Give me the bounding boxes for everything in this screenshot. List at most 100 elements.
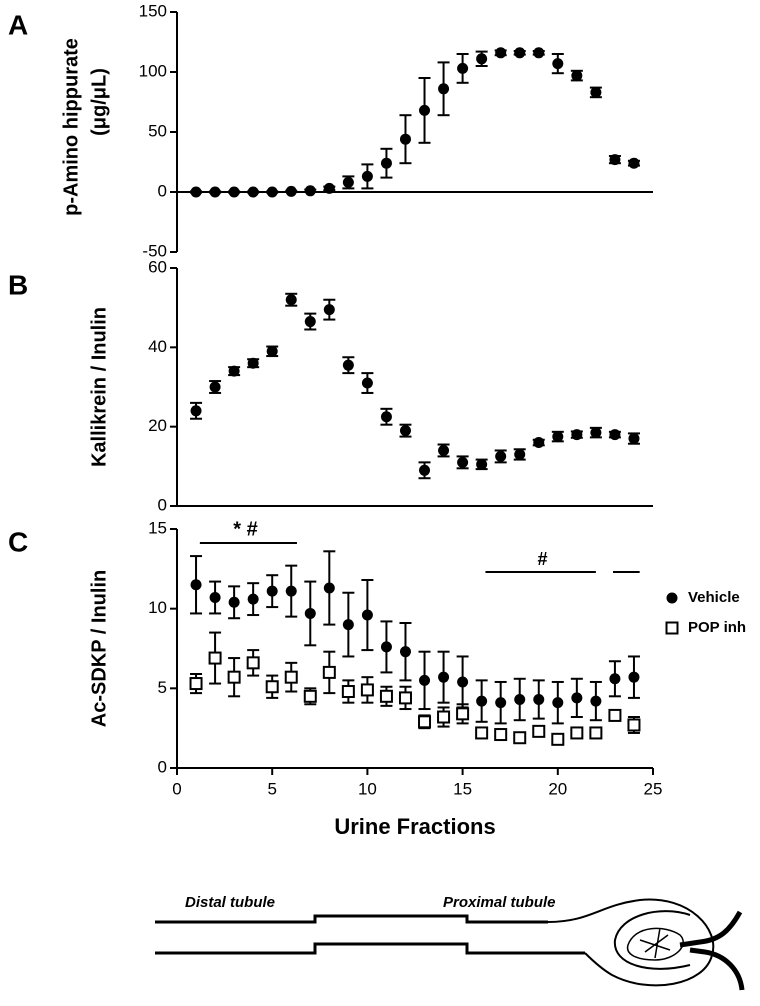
point bbox=[513, 731, 527, 745]
point bbox=[609, 154, 621, 166]
point bbox=[609, 673, 621, 685]
y-tick-label: 10 bbox=[148, 598, 167, 617]
y-tick-label: 40 bbox=[148, 337, 167, 356]
point bbox=[532, 724, 546, 738]
point bbox=[209, 381, 221, 393]
y-tick-label: 150 bbox=[139, 1, 167, 20]
point bbox=[209, 186, 221, 198]
point bbox=[303, 689, 317, 703]
point bbox=[457, 676, 469, 688]
point bbox=[495, 697, 507, 709]
point bbox=[361, 170, 373, 182]
y-tick-label: 0 bbox=[158, 181, 167, 200]
x-tick-label: 20 bbox=[548, 779, 567, 798]
point bbox=[304, 607, 316, 619]
legend-label: Vehicle bbox=[688, 589, 740, 606]
point bbox=[323, 182, 335, 194]
point bbox=[438, 444, 450, 456]
panel-label: A bbox=[8, 9, 28, 40]
point bbox=[285, 185, 297, 197]
point bbox=[495, 47, 507, 59]
point bbox=[247, 357, 259, 369]
point bbox=[438, 83, 450, 95]
point bbox=[361, 609, 373, 621]
point bbox=[342, 359, 354, 371]
point bbox=[533, 693, 545, 705]
point bbox=[533, 47, 545, 59]
point bbox=[399, 425, 411, 437]
diagram-label: Proximal tubule bbox=[443, 894, 556, 911]
point bbox=[228, 365, 240, 377]
y-tick-label: 100 bbox=[139, 61, 167, 80]
glomerulus bbox=[626, 927, 684, 961]
point bbox=[190, 405, 202, 417]
point bbox=[190, 579, 202, 591]
panel-label: B bbox=[8, 269, 28, 300]
point bbox=[380, 411, 392, 423]
point bbox=[266, 345, 278, 357]
legend-marker bbox=[665, 621, 679, 635]
point bbox=[265, 680, 279, 694]
point bbox=[246, 656, 260, 670]
y-tick-label: 0 bbox=[158, 495, 167, 514]
point bbox=[209, 592, 221, 604]
y-tick-label: 50 bbox=[148, 121, 167, 140]
point bbox=[380, 157, 392, 169]
point bbox=[514, 448, 526, 460]
point bbox=[476, 695, 488, 707]
legend-label: POP inh bbox=[688, 619, 746, 636]
y-tick-label: 60 bbox=[148, 257, 167, 276]
vessels bbox=[679, 910, 745, 991]
point bbox=[457, 456, 469, 468]
point bbox=[590, 695, 602, 707]
point bbox=[341, 685, 355, 699]
x-axis-label: Urine Fractions bbox=[334, 814, 495, 839]
point bbox=[608, 708, 622, 722]
panel-label: C bbox=[8, 526, 28, 557]
point bbox=[322, 665, 336, 679]
x-tick-label: 15 bbox=[453, 779, 472, 798]
point bbox=[552, 431, 564, 443]
point bbox=[418, 715, 432, 729]
point bbox=[551, 732, 565, 746]
point bbox=[609, 429, 621, 441]
point bbox=[304, 185, 316, 197]
point bbox=[379, 689, 393, 703]
nephron-diagram bbox=[155, 898, 745, 991]
point bbox=[438, 671, 450, 683]
point bbox=[227, 670, 241, 684]
point bbox=[552, 58, 564, 70]
point bbox=[628, 433, 640, 445]
point bbox=[552, 697, 564, 709]
point bbox=[590, 427, 602, 439]
tubule-bottom bbox=[155, 942, 585, 955]
point bbox=[590, 86, 602, 98]
point bbox=[361, 377, 373, 389]
point bbox=[476, 53, 488, 65]
point bbox=[304, 316, 316, 328]
point bbox=[589, 726, 603, 740]
y-axis-label: p-Amino hippurate bbox=[60, 38, 82, 216]
point bbox=[228, 186, 240, 198]
point bbox=[247, 186, 259, 198]
y-tick-label: 20 bbox=[148, 416, 167, 435]
point bbox=[228, 596, 240, 608]
point bbox=[342, 619, 354, 631]
y-tick-label: 0 bbox=[158, 757, 167, 776]
annotation: # bbox=[538, 549, 548, 569]
point bbox=[627, 718, 641, 732]
point bbox=[494, 728, 508, 742]
point bbox=[533, 437, 545, 449]
point bbox=[514, 47, 526, 59]
point bbox=[285, 585, 297, 597]
y-axis-label: Ac-SDKP / Inulin bbox=[88, 570, 110, 727]
point bbox=[475, 726, 489, 740]
y-tick-label: 5 bbox=[158, 678, 167, 697]
point bbox=[571, 429, 583, 441]
point bbox=[380, 641, 392, 653]
point bbox=[457, 62, 469, 74]
point bbox=[284, 670, 298, 684]
point bbox=[398, 691, 412, 705]
point bbox=[266, 186, 278, 198]
